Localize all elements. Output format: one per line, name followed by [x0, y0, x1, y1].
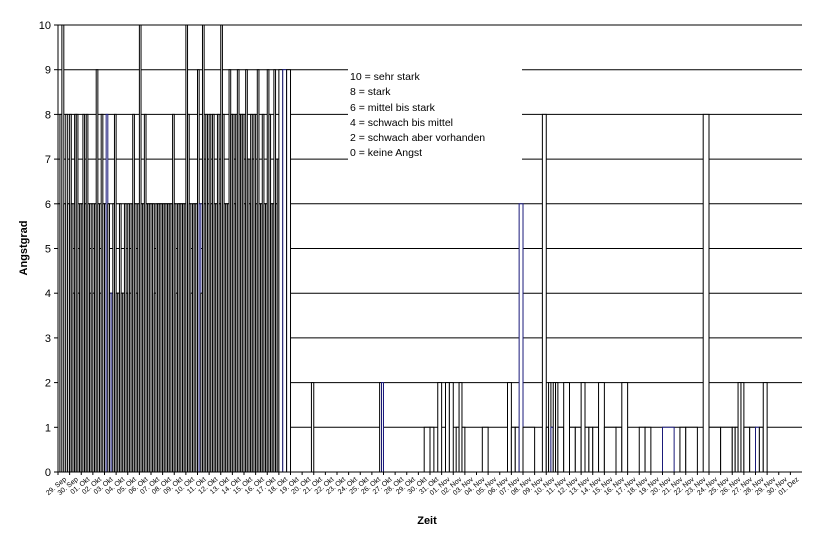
bar-04-nov-1	[481, 426, 489, 473]
x-axis-title: Zeit	[417, 515, 437, 527]
y-tick-label-6: 6	[45, 199, 51, 211]
bar-02-nov-3	[461, 426, 466, 473]
bar-22-nov-0	[685, 426, 698, 473]
y-axis-title: Angstgrad	[18, 221, 30, 276]
bar-07-nov-2	[518, 203, 524, 473]
bar-13-nov-1	[584, 426, 590, 473]
bar-16-nov-0	[615, 426, 623, 473]
legend-entry-2: 2 = schwach aber vorhanden	[350, 132, 486, 145]
y-tick-label-7: 7	[45, 154, 51, 166]
legend: 10 = sehr stark 8 = stark 6 = mittel bis…	[348, 68, 522, 164]
bar-23-nov-1	[702, 113, 710, 473]
y-tick-label-10: 10	[39, 20, 51, 32]
bar-27-nov-1	[749, 426, 757, 473]
bar-12-nov-0	[569, 426, 576, 473]
bar-18-nov-1	[644, 426, 652, 473]
bar-01-nov-2	[448, 382, 454, 473]
bar-24-nov-0	[708, 426, 722, 473]
bar-07-nov-0	[510, 426, 516, 473]
bars	[57, 24, 768, 473]
bar-13-nov-2	[588, 426, 594, 473]
bar-31-okt-0	[429, 426, 435, 473]
bar-27-nov-0	[743, 426, 751, 473]
bar-06-nov-2	[507, 382, 512, 473]
legend-entry-8: 8 = stark	[350, 86, 391, 99]
y-tick-label-5: 5	[45, 244, 51, 256]
bar-20-okt-4	[310, 382, 315, 473]
y-tick-label-3: 3	[45, 333, 51, 345]
bar-11-nov-1	[563, 382, 571, 473]
y-tick-label-4: 4	[45, 288, 51, 300]
bar-08-nov-0	[522, 426, 536, 473]
bar-26-okt-5	[381, 382, 384, 473]
bar-14-nov-1	[598, 382, 605, 473]
bar-18-nov-0	[638, 426, 646, 473]
y-tick-label-9: 9	[45, 65, 51, 77]
bar-01-nov-1	[445, 382, 450, 473]
y-tick-label-2: 2	[45, 378, 51, 390]
bar-30-okt-1	[423, 426, 431, 473]
bar-18-okt-1	[282, 69, 288, 473]
bar-12-nov-1	[574, 426, 582, 473]
bar-18-okt-0	[278, 69, 284, 473]
bar-18-okt-2	[286, 69, 292, 473]
bar-14-nov-0	[592, 426, 600, 473]
bar-13-nov-0	[580, 382, 586, 473]
bar-31-okt-2	[437, 382, 443, 473]
bar-07-nov-1	[514, 426, 520, 473]
y-tick-label-1: 1	[45, 422, 51, 434]
y-tick-label-8: 8	[45, 109, 51, 121]
bar-20-nov-0	[662, 426, 675, 473]
bar-11-nov-0	[557, 426, 565, 473]
bar-28-nov-1	[758, 426, 764, 473]
bar-28-nov-0	[755, 426, 760, 473]
bar-21-nov-1	[679, 426, 687, 473]
legend-entry-4: 4 = schwach bis mittel	[350, 116, 454, 129]
y-tick-labels: 0 1 2 3 4 5 6 7 8 9 10	[39, 20, 51, 479]
bar-28-nov-2	[762, 382, 768, 473]
bar-15-nov-0	[603, 426, 617, 473]
legend-entry-0: 0 = keine Angst	[350, 147, 423, 160]
legend-entry-6: 6 = mittel bis stark	[350, 101, 435, 114]
y-tick-label-0: 0	[45, 467, 51, 479]
legend-entry-10: 10 = sehr stark	[350, 71, 420, 83]
bar-25-nov-0	[720, 426, 733, 473]
bar-16-nov-1	[621, 382, 629, 473]
bar-09-nov-2	[541, 113, 547, 473]
